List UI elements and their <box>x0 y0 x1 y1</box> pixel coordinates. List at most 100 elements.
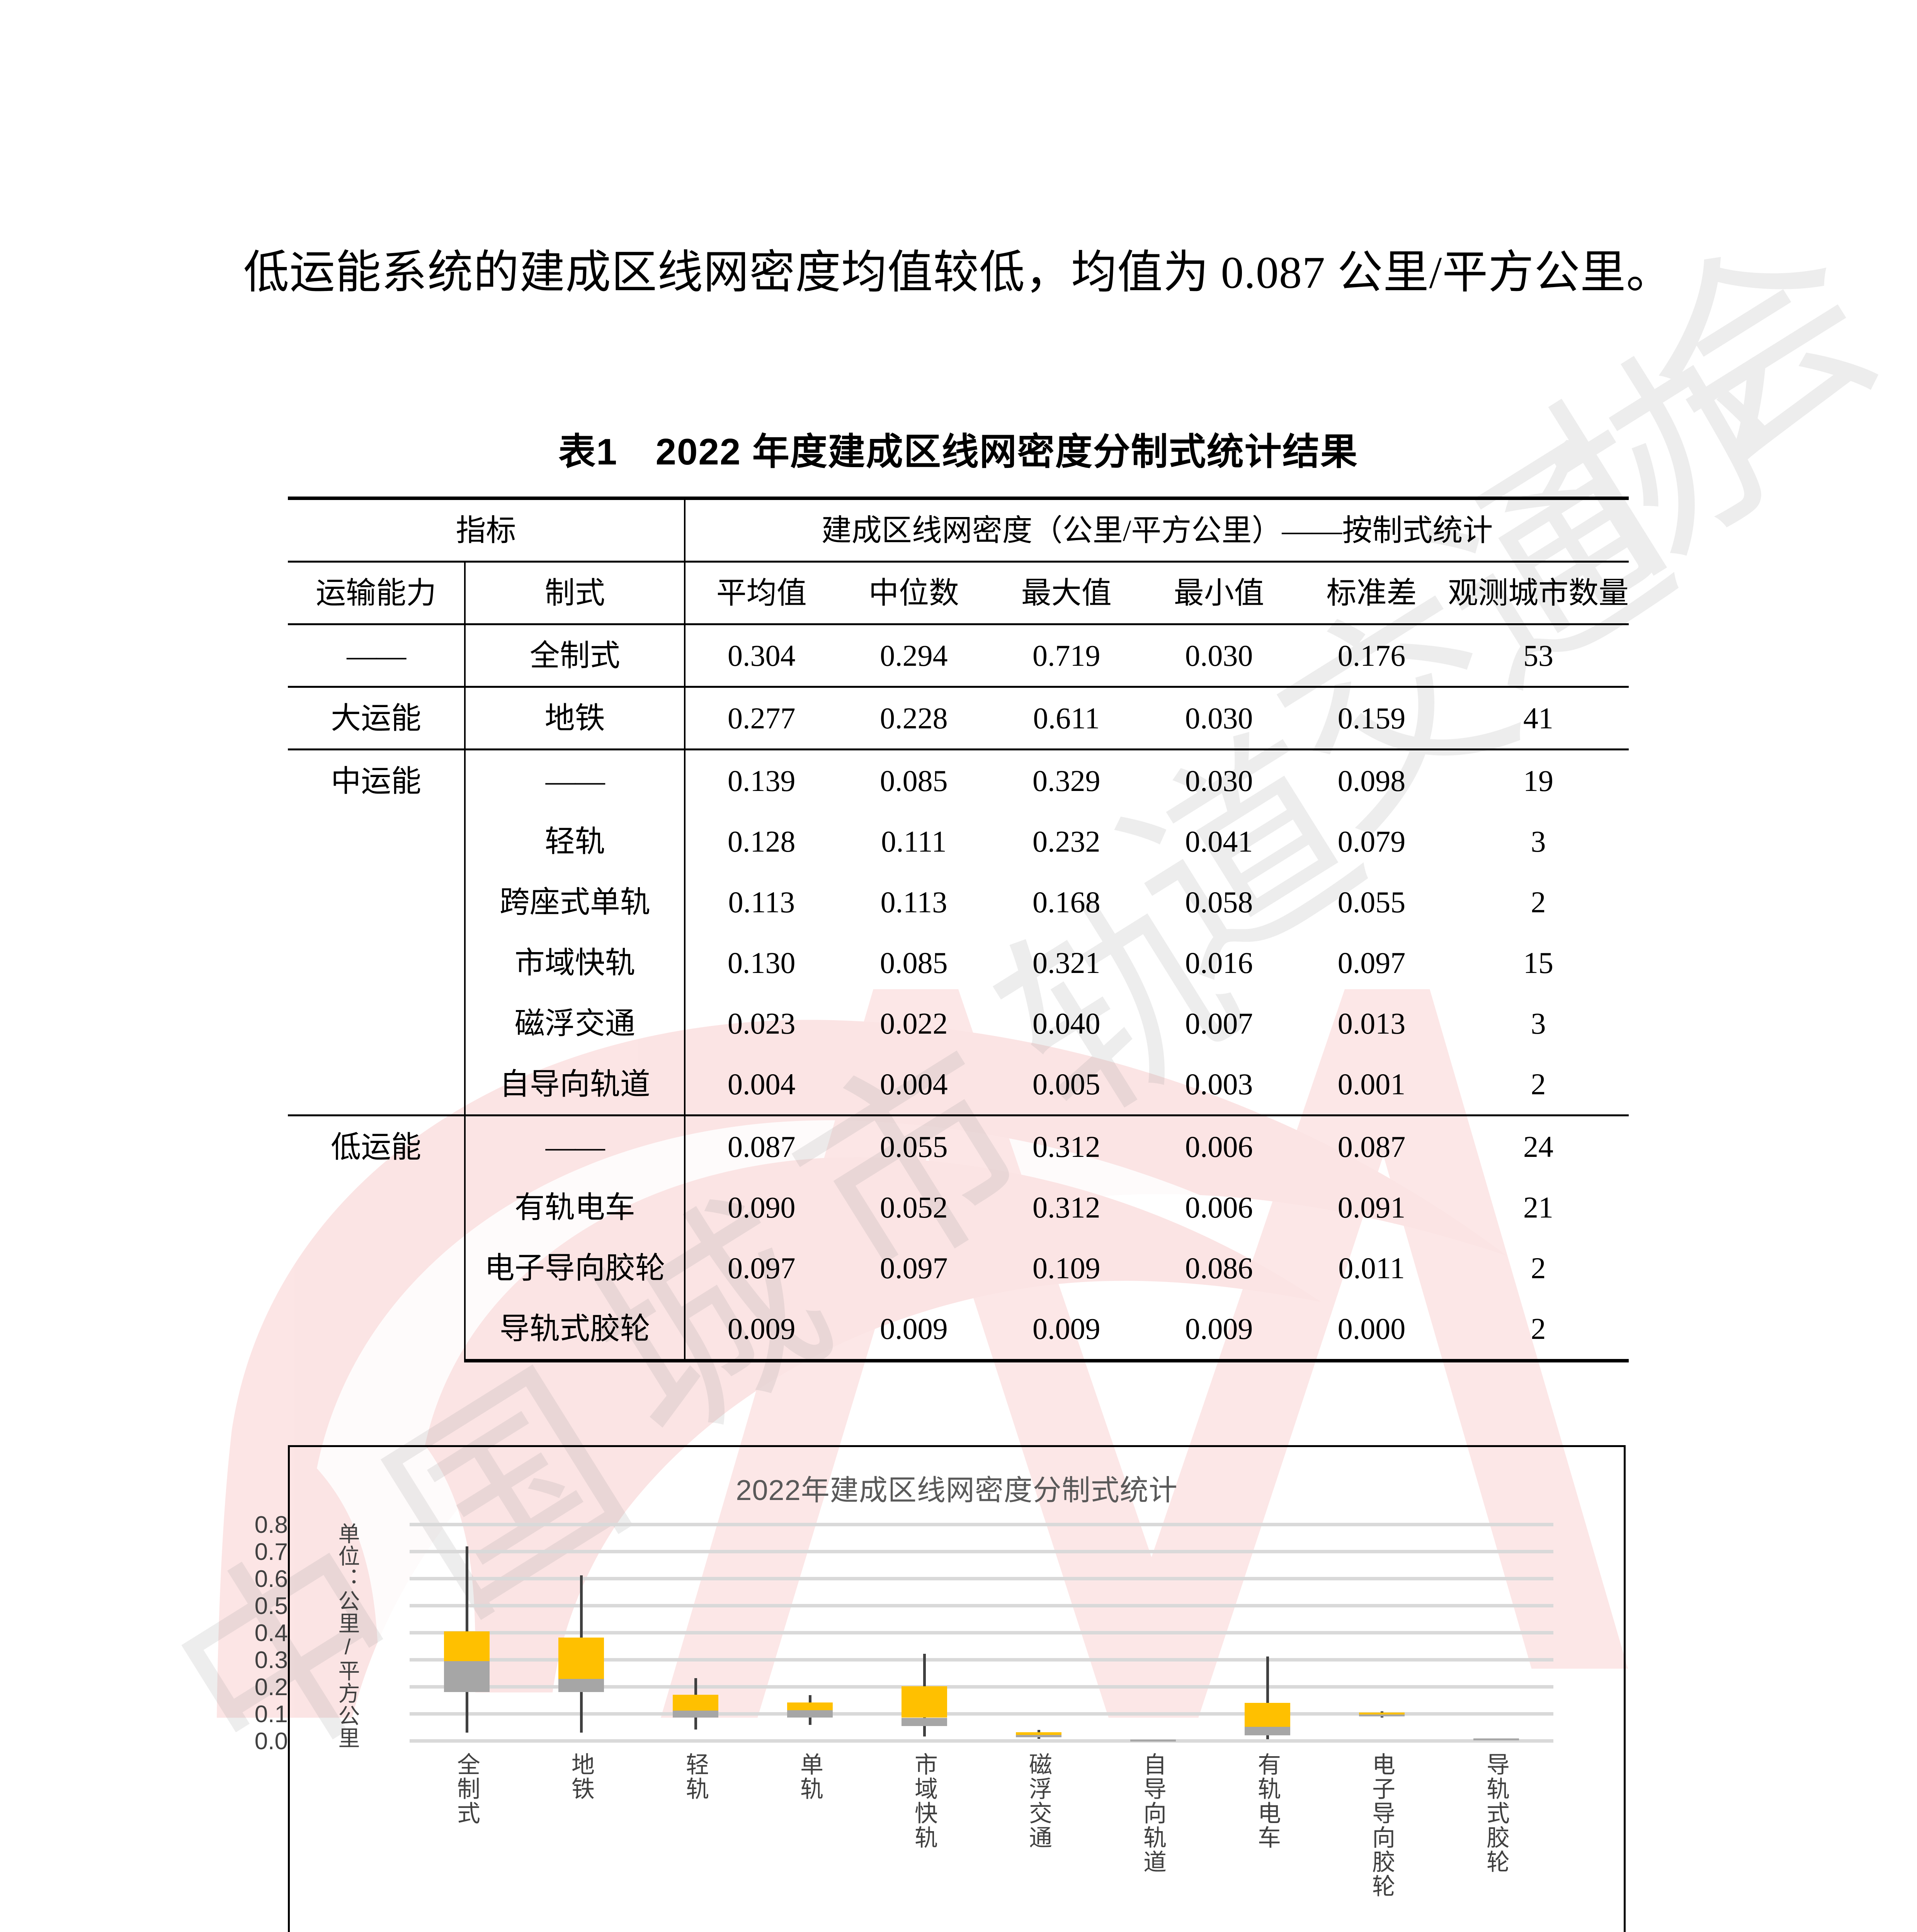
cell-median: 0.228 <box>838 687 990 750</box>
boxplot-lower-quartile <box>1473 1738 1519 1740</box>
boxplot-lower-quartile <box>902 1718 947 1726</box>
cell-std: 0.001 <box>1295 1054 1448 1116</box>
chart-x-tick-label: 单轨 <box>793 1752 827 1801</box>
col-header-mean: 平均值 <box>685 562 837 624</box>
cell-system: 轻轨 <box>465 811 685 872</box>
cell-min: 0.030 <box>1143 687 1295 750</box>
table-head: 指标 建成区线网密度（公里/平方公里）——按制式统计 运输能力 制式 平均值 中… <box>288 498 1629 624</box>
cell-std: 0.176 <box>1295 624 1448 687</box>
cell-median: 0.022 <box>838 993 990 1054</box>
cell-median: 0.113 <box>838 872 990 932</box>
chart-y-tick-label: 0.7 <box>218 1538 288 1566</box>
cell-mean: 0.277 <box>685 687 837 750</box>
cell-capacity: 低运能 <box>288 1116 465 1361</box>
chart-x-tick-label: 市域快轨 <box>908 1752 941 1850</box>
cell-system: 导轨式胶轮 <box>465 1298 685 1361</box>
cell-max: 0.329 <box>990 750 1143 811</box>
chart-y-axis-label: 单位：公里/平方公里 <box>332 1522 359 1749</box>
col-header-median: 中位数 <box>838 562 990 624</box>
cell-mean: 0.304 <box>685 624 837 687</box>
chart-y-tick-label: 0.8 <box>218 1511 288 1539</box>
chart-x-tick-label: 全制式 <box>450 1752 484 1825</box>
boxplot-chart: 2022年建成区线网密度分制式统计 单位：公里/平方公里 0.8 0.7 0.6 0.… <box>288 1445 1626 1932</box>
boxplot-lower-quartile <box>673 1711 718 1718</box>
cell-min: 0.007 <box>1143 993 1295 1054</box>
chart-x-tick-label: 地铁 <box>565 1752 598 1801</box>
cell-mean: 0.023 <box>685 993 837 1054</box>
cell-cities: 19 <box>1448 750 1629 811</box>
cell-capacity: 大运能 <box>288 687 465 750</box>
table-row: 市域快轨 0.130 0.085 0.321 0.016 0.097 15 <box>288 932 1629 993</box>
cell-system: 全制式 <box>465 624 685 687</box>
boxplot-lower-quartile <box>1130 1740 1176 1742</box>
table-row: 低运能 —— 0.087 0.055 0.312 0.006 0.087 24 <box>288 1116 1629 1177</box>
chart-x-axis-labels: 全制式 地铁 轻轨 单轨 市域快轨 磁浮交通 自导向轨道 有轨电车 电子导向胶轮 导轨式胶轮 <box>410 1752 1553 1932</box>
cell-std: 0.055 <box>1295 872 1448 932</box>
cell-median: 0.111 <box>838 811 990 872</box>
boxplot-upper-quartile <box>1016 1732 1061 1735</box>
chart-y-tick-label: 0.1 <box>218 1701 288 1728</box>
cell-std: 0.000 <box>1295 1298 1448 1361</box>
boxplot-item <box>1016 1524 1061 1741</box>
chart-y-tick-label: 0.5 <box>218 1592 288 1620</box>
cell-median: 0.085 <box>838 750 990 811</box>
boxplot-upper-quartile <box>444 1631 490 1661</box>
cell-mean: 0.097 <box>685 1238 837 1298</box>
boxplot-item <box>1359 1524 1405 1741</box>
boxplot-item <box>787 1524 833 1741</box>
cell-system: —— <box>465 1116 685 1177</box>
chart-x-tick-label: 轻轨 <box>679 1752 713 1801</box>
paragraph-top-block: 低运能系统的建成区线网密度均值较低，均值为 0.087 公里/平方公里。 <box>243 232 1673 314</box>
cell-system: 电子导向胶轮 <box>465 1238 685 1298</box>
boxplot-item <box>1473 1524 1519 1741</box>
statistics-table: 指标 建成区线网密度（公里/平方公里）——按制式统计 运输能力 制式 平均值 中… <box>288 497 1629 1362</box>
chart-y-tick-label: 0.3 <box>218 1646 288 1674</box>
cell-min: 0.006 <box>1143 1116 1295 1177</box>
cell-max: 0.005 <box>990 1054 1143 1116</box>
cell-max: 0.232 <box>990 811 1143 872</box>
col-header-system: 制式 <box>465 562 685 624</box>
chart-y-tick-label: 0.4 <box>218 1619 288 1647</box>
boxplot-lower-quartile <box>787 1710 833 1718</box>
boxplot-upper-quartile <box>902 1686 947 1718</box>
cell-system: 自导向轨道 <box>465 1054 685 1116</box>
boxplot-lower-quartile <box>1245 1727 1290 1735</box>
cell-min: 0.058 <box>1143 872 1295 932</box>
boxplot-upper-quartile <box>558 1638 604 1679</box>
cell-min: 0.003 <box>1143 1054 1295 1116</box>
boxplot-lower-quartile <box>1016 1735 1061 1737</box>
cell-cities: 3 <box>1448 811 1629 872</box>
cell-capacity: 中运能 <box>288 750 465 1116</box>
cell-mean: 0.130 <box>685 932 837 993</box>
cell-cities: 21 <box>1448 1177 1629 1238</box>
cell-max: 0.040 <box>990 993 1143 1054</box>
group-header-left: 指标 <box>288 498 685 562</box>
chart-x-tick-label: 电子导向胶轮 <box>1365 1752 1399 1898</box>
cell-min: 0.030 <box>1143 750 1295 811</box>
boxplot-lower-quartile <box>444 1661 490 1692</box>
table-row: 自导向轨道 0.004 0.004 0.005 0.003 0.001 2 <box>288 1054 1629 1116</box>
cell-system: 有轨电车 <box>465 1177 685 1238</box>
table-row: 磁浮交通 0.023 0.022 0.040 0.007 0.013 3 <box>288 993 1629 1054</box>
cell-std: 0.159 <box>1295 687 1448 750</box>
cell-cities: 2 <box>1448 1298 1629 1361</box>
cell-system: 跨座式单轨 <box>465 872 685 932</box>
cell-mean: 0.128 <box>685 811 837 872</box>
cell-max: 0.009 <box>990 1298 1143 1361</box>
boxplot-item <box>444 1524 490 1741</box>
chart-x-tick-label: 磁浮交通 <box>1022 1752 1056 1850</box>
cell-max: 0.719 <box>990 624 1143 687</box>
cell-std: 0.011 <box>1295 1238 1448 1298</box>
boxplot-item <box>673 1524 718 1741</box>
cell-cities: 2 <box>1448 1054 1629 1116</box>
cell-max: 0.109 <box>990 1238 1143 1298</box>
cell-std: 0.013 <box>1295 993 1448 1054</box>
cell-cities: 2 <box>1448 872 1629 932</box>
statistics-table-wrapper: 指标 建成区线网密度（公里/平方公里）——按制式统计 运输能力 制式 平均值 中… <box>288 497 1629 1362</box>
cell-mean: 0.139 <box>685 750 837 811</box>
cell-min: 0.030 <box>1143 624 1295 687</box>
col-header-max: 最大值 <box>990 562 1143 624</box>
cell-system: 市域快轨 <box>465 932 685 993</box>
cell-min: 0.016 <box>1143 932 1295 993</box>
chart-x-tick-label: 有轨电车 <box>1251 1752 1284 1850</box>
